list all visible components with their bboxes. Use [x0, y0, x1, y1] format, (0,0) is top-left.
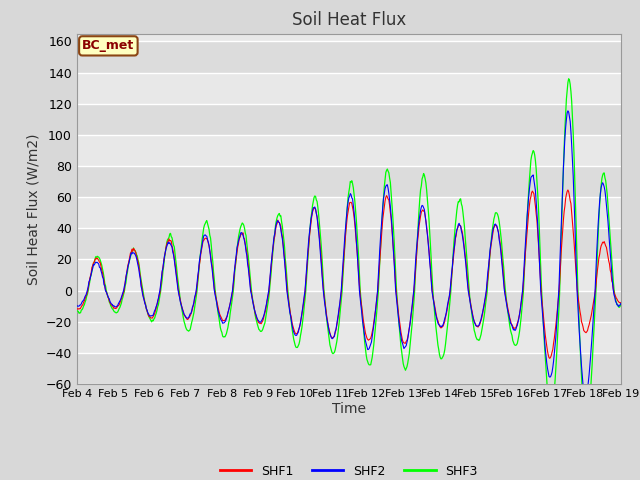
Bar — [77, 166, 621, 197]
SHF3 — [73, 308, 81, 314]
Bar — [77, 104, 621, 135]
SHF1 — [216, 311, 223, 317]
SHF2 — [394, 303, 401, 309]
Text: BC_met: BC_met — [82, 39, 134, 52]
Line: SHF1: SHF1 — [77, 190, 621, 359]
SHF1 — [568, 218, 576, 224]
SHF3 — [340, 250, 348, 255]
SHF3 — [394, 296, 401, 302]
SHF1 — [340, 248, 348, 254]
Line: SHF3: SHF3 — [77, 79, 621, 431]
Line: SHF2: SHF2 — [77, 111, 621, 398]
X-axis label: Time: Time — [332, 402, 366, 416]
Legend: SHF1, SHF2, SHF3: SHF1, SHF2, SHF3 — [214, 460, 483, 480]
SHF3 — [582, 428, 590, 434]
SHF2 — [568, 142, 575, 148]
SHF3 — [568, 99, 575, 105]
SHF1 — [447, 282, 454, 288]
SHF3 — [565, 76, 573, 82]
SHF3 — [617, 301, 625, 307]
SHF1 — [73, 305, 81, 311]
Bar — [77, 72, 621, 104]
Bar — [77, 353, 621, 384]
SHF2 — [617, 300, 625, 306]
SHF2 — [193, 288, 200, 294]
Bar — [77, 135, 621, 166]
Y-axis label: Soil Heat Flux (W/m2): Soil Heat Flux (W/m2) — [26, 133, 40, 285]
SHF1 — [546, 356, 554, 361]
SHF1 — [193, 290, 200, 296]
SHF2 — [447, 279, 454, 285]
Bar — [77, 322, 621, 353]
SHF1 — [394, 299, 401, 304]
SHF2 — [73, 302, 81, 308]
SHF1 — [564, 187, 572, 193]
Bar — [77, 228, 621, 259]
SHF2 — [582, 395, 589, 401]
SHF1 — [617, 300, 625, 306]
SHF3 — [216, 320, 223, 325]
SHF2 — [340, 242, 348, 248]
SHF2 — [564, 108, 572, 114]
Bar — [77, 290, 621, 322]
SHF2 — [216, 313, 223, 319]
SHF3 — [447, 288, 454, 294]
Bar — [77, 259, 621, 290]
Bar — [77, 41, 621, 72]
Title: Soil Heat Flux: Soil Heat Flux — [292, 11, 406, 29]
Bar — [77, 197, 621, 228]
SHF3 — [193, 294, 200, 300]
